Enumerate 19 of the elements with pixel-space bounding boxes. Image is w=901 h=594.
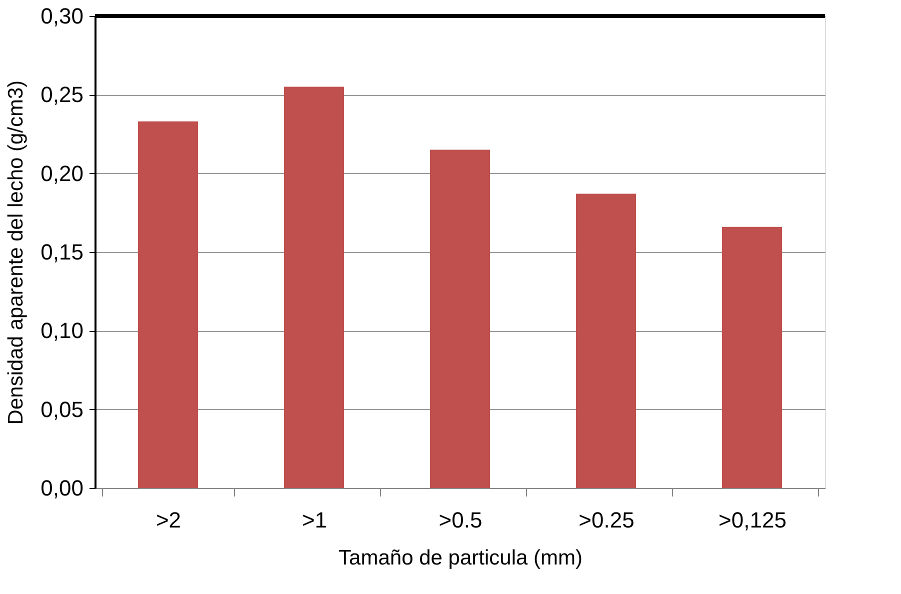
x-tick-label: >1	[302, 508, 328, 532]
y-tick-label: 0,30	[40, 4, 84, 28]
x-axis-title: Tamaño de particula (mm)	[338, 546, 582, 570]
bar	[284, 86, 344, 488]
bar	[430, 150, 490, 488]
y-tick-label: 0,10	[40, 318, 84, 344]
y-tick-label: 0,15	[40, 240, 84, 264]
bar	[138, 121, 198, 488]
x-tick-label: >2	[156, 508, 182, 532]
y-tick-label: 0,25	[40, 82, 84, 108]
x-tick-label: >0.5	[438, 508, 482, 532]
x-tick-label: >0,125	[718, 508, 786, 532]
y-tick-label: 0,00	[40, 476, 84, 500]
bar	[576, 194, 636, 488]
y-tick-label: 0,20	[40, 160, 84, 186]
x-tick-label: >0.25	[578, 508, 634, 532]
y-axis-title: Densidad aparente del lecho (g/cm3)	[4, 80, 28, 425]
bar	[722, 226, 782, 488]
y-tick-label: 0,05	[40, 396, 84, 422]
